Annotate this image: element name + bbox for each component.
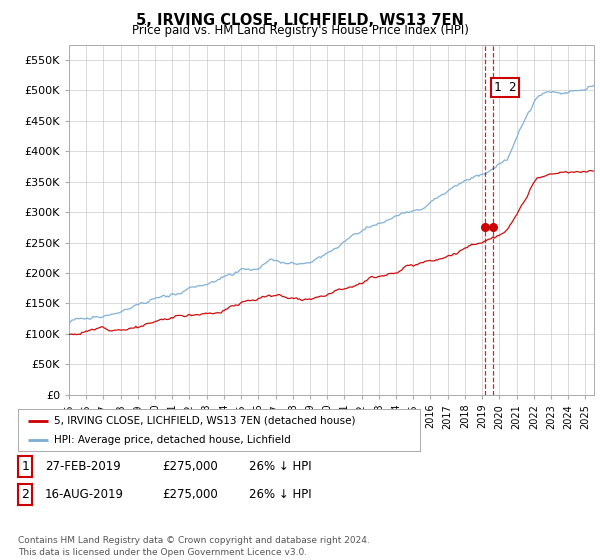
Text: 1 2: 1 2	[494, 81, 516, 94]
Text: Contains HM Land Registry data © Crown copyright and database right 2024.
This d: Contains HM Land Registry data © Crown c…	[18, 536, 370, 557]
Text: 5, IRVING CLOSE, LICHFIELD, WS13 7EN: 5, IRVING CLOSE, LICHFIELD, WS13 7EN	[136, 13, 464, 28]
Text: 27-FEB-2019: 27-FEB-2019	[45, 460, 121, 473]
Text: 16-AUG-2019: 16-AUG-2019	[45, 488, 124, 501]
Text: £275,000: £275,000	[162, 488, 218, 501]
Text: 1: 1	[21, 460, 29, 473]
Text: 2: 2	[21, 488, 29, 501]
Text: £275,000: £275,000	[162, 460, 218, 473]
Text: 26% ↓ HPI: 26% ↓ HPI	[249, 460, 311, 473]
Text: Price paid vs. HM Land Registry's House Price Index (HPI): Price paid vs. HM Land Registry's House …	[131, 24, 469, 36]
Text: HPI: Average price, detached house, Lichfield: HPI: Average price, detached house, Lich…	[54, 435, 291, 445]
Text: 26% ↓ HPI: 26% ↓ HPI	[249, 488, 311, 501]
Text: 5, IRVING CLOSE, LICHFIELD, WS13 7EN (detached house): 5, IRVING CLOSE, LICHFIELD, WS13 7EN (de…	[54, 416, 356, 426]
